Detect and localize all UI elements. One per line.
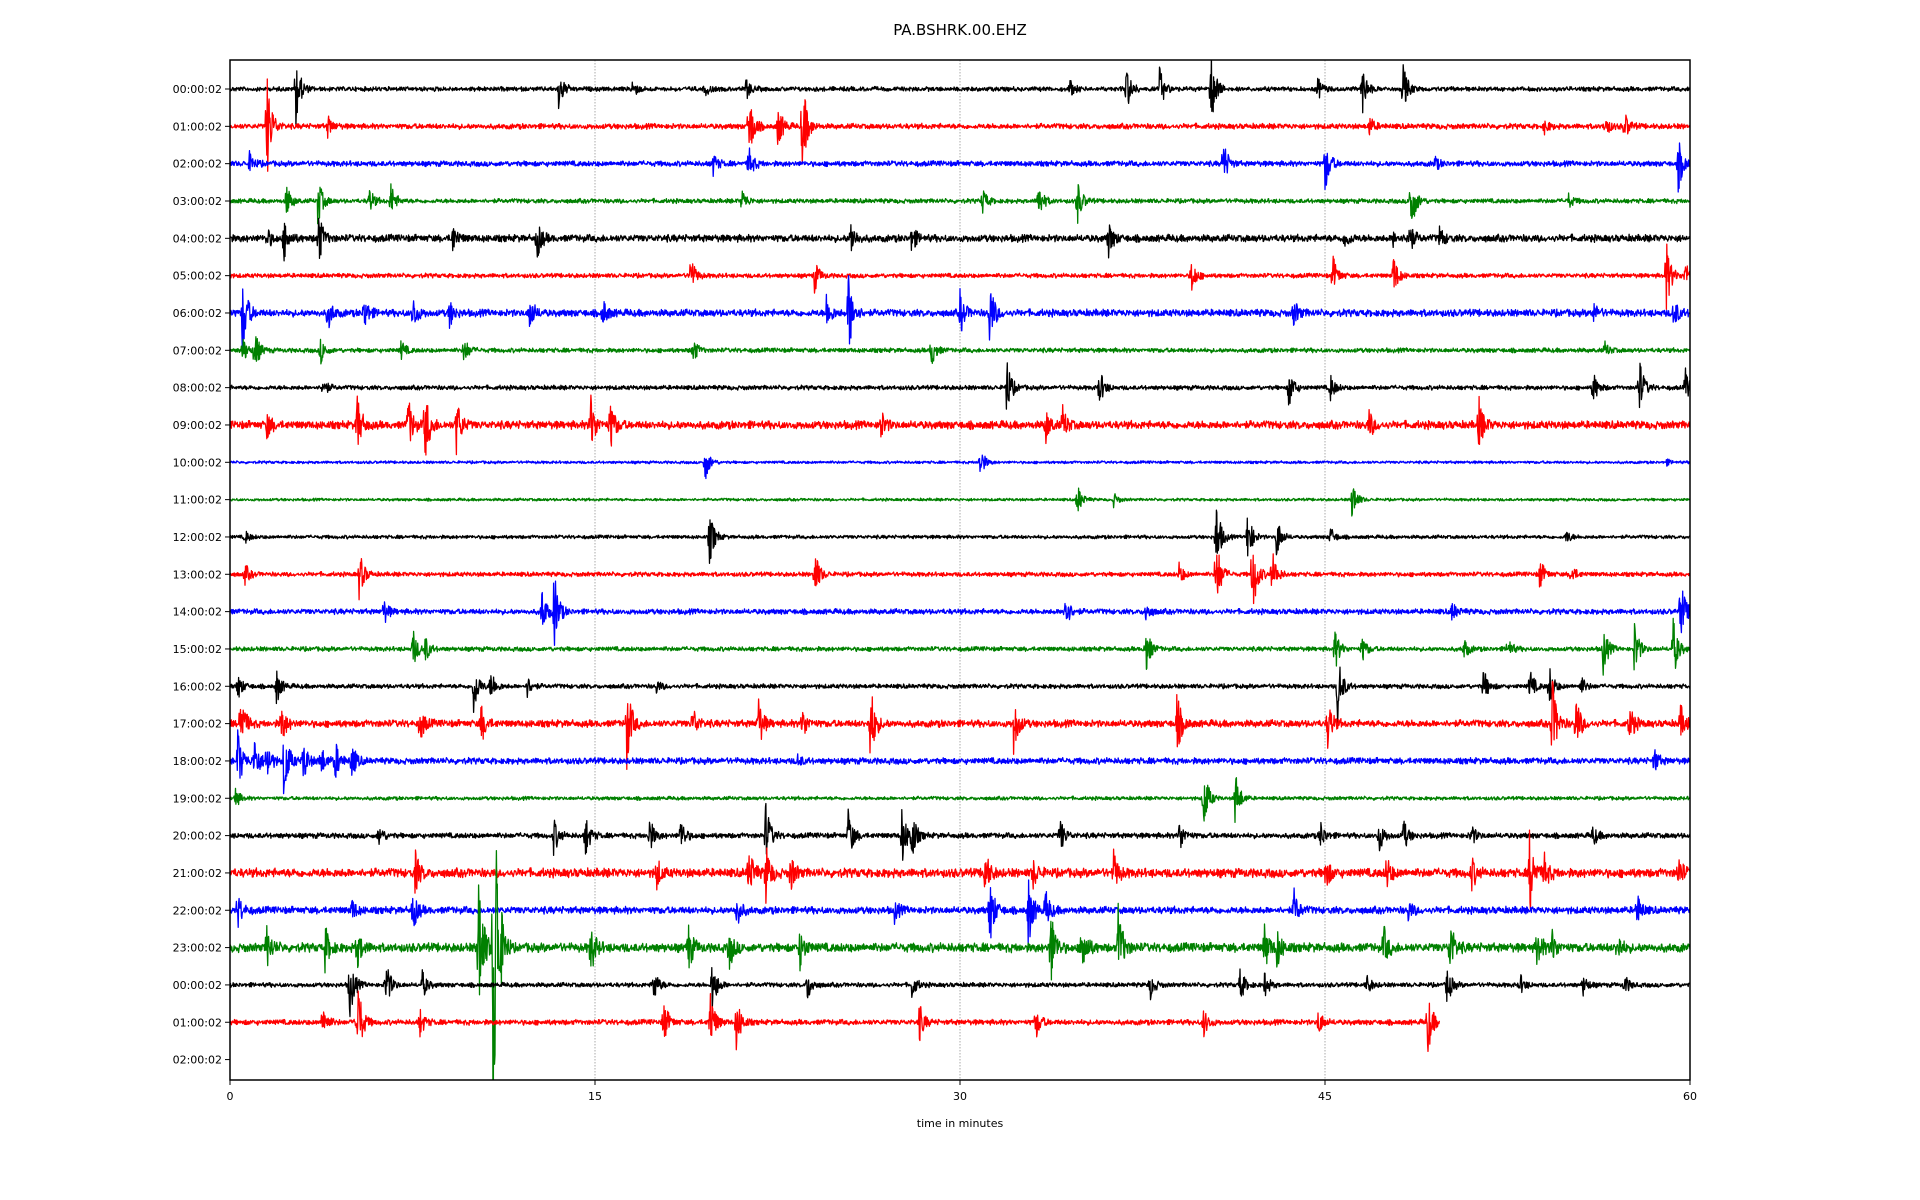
y-tick-label: 00:00:02 bbox=[173, 83, 222, 96]
y-tick-label: 06:00:02 bbox=[173, 307, 222, 320]
y-tick-label: 13:00:02 bbox=[173, 568, 222, 581]
trace-1 bbox=[230, 78, 1690, 172]
trace-21 bbox=[230, 829, 1690, 912]
trace-4 bbox=[230, 217, 1690, 262]
x-tick-label: 15 bbox=[588, 1090, 602, 1103]
trace-23 bbox=[230, 850, 1690, 1080]
trace-13 bbox=[230, 553, 1690, 605]
y-tick-label: 11:00:02 bbox=[173, 494, 222, 507]
y-tick-label: 02:00:02 bbox=[173, 1054, 222, 1067]
trace-14 bbox=[230, 580, 1690, 646]
trace-10 bbox=[230, 454, 1690, 480]
grid-lines bbox=[594, 60, 1326, 1080]
y-tick-label: 09:00:02 bbox=[173, 419, 222, 432]
y-tick-label: 21:00:02 bbox=[173, 867, 222, 880]
y-tick-label: 17:00:02 bbox=[173, 718, 222, 731]
y-tick-label: 10:00:02 bbox=[173, 456, 222, 469]
trace-6 bbox=[230, 274, 1690, 350]
trace-7 bbox=[230, 336, 1690, 365]
x-tick-label: 45 bbox=[1318, 1090, 1332, 1103]
y-tick-label: 03:00:02 bbox=[173, 195, 222, 208]
y-tick-label: 22:00:02 bbox=[173, 904, 222, 917]
y-tick-label: 18:00:02 bbox=[173, 755, 222, 768]
trace-19 bbox=[230, 777, 1690, 824]
trace-25 bbox=[230, 990, 1441, 1053]
y-tick-label: 20:00:02 bbox=[173, 830, 222, 843]
x-tick-label: 0 bbox=[227, 1090, 234, 1103]
y-tick-label: 08:00:02 bbox=[173, 382, 222, 395]
y-tick-label: 05:00:02 bbox=[173, 270, 222, 283]
x-tick-label: 30 bbox=[953, 1090, 967, 1103]
trace-5 bbox=[230, 243, 1690, 310]
trace-20 bbox=[230, 802, 1690, 861]
y-tick-label: 16:00:02 bbox=[173, 680, 222, 693]
x-axis: 0 15 30 45 60 bbox=[227, 1080, 1697, 1103]
y-tick-label: 04:00:02 bbox=[173, 232, 222, 245]
y-tick-label: 07:00:02 bbox=[173, 344, 222, 357]
trace-0 bbox=[230, 60, 1690, 126]
y-tick-label: 01:00:02 bbox=[173, 1016, 222, 1029]
trace-8 bbox=[230, 362, 1690, 410]
y-tick-label: 15:00:02 bbox=[173, 643, 222, 656]
trace-2 bbox=[230, 142, 1690, 193]
trace-18 bbox=[230, 729, 1690, 795]
y-tick-label: 19:00:02 bbox=[173, 792, 222, 805]
y-tick-label: 12:00:02 bbox=[173, 531, 222, 544]
trace-24 bbox=[230, 966, 1690, 1018]
y-tick-label: 02:00:02 bbox=[173, 158, 222, 171]
trace-22 bbox=[230, 879, 1690, 946]
y-tick-label: 01:00:02 bbox=[173, 120, 222, 133]
trace-17 bbox=[230, 680, 1690, 771]
traces bbox=[230, 60, 1690, 1080]
chart-title: PA.BSHRK.00.EHZ bbox=[893, 21, 1027, 39]
trace-15 bbox=[230, 617, 1690, 676]
trace-16 bbox=[230, 666, 1690, 725]
trace-11 bbox=[230, 487, 1690, 517]
y-tick-label: 14:00:02 bbox=[173, 606, 222, 619]
x-tick-label: 60 bbox=[1683, 1090, 1697, 1103]
x-axis-label: time in minutes bbox=[917, 1117, 1004, 1130]
y-tick-label: 00:00:02 bbox=[173, 979, 222, 992]
trace-12 bbox=[230, 509, 1690, 564]
trace-9 bbox=[230, 394, 1690, 456]
y-axis: 00:00:02 01:00:02 02:00:02 03:00:02 04:00:02… bbox=[173, 83, 230, 1067]
trace-3 bbox=[230, 183, 1690, 225]
y-tick-label: 23:00:02 bbox=[173, 942, 222, 955]
